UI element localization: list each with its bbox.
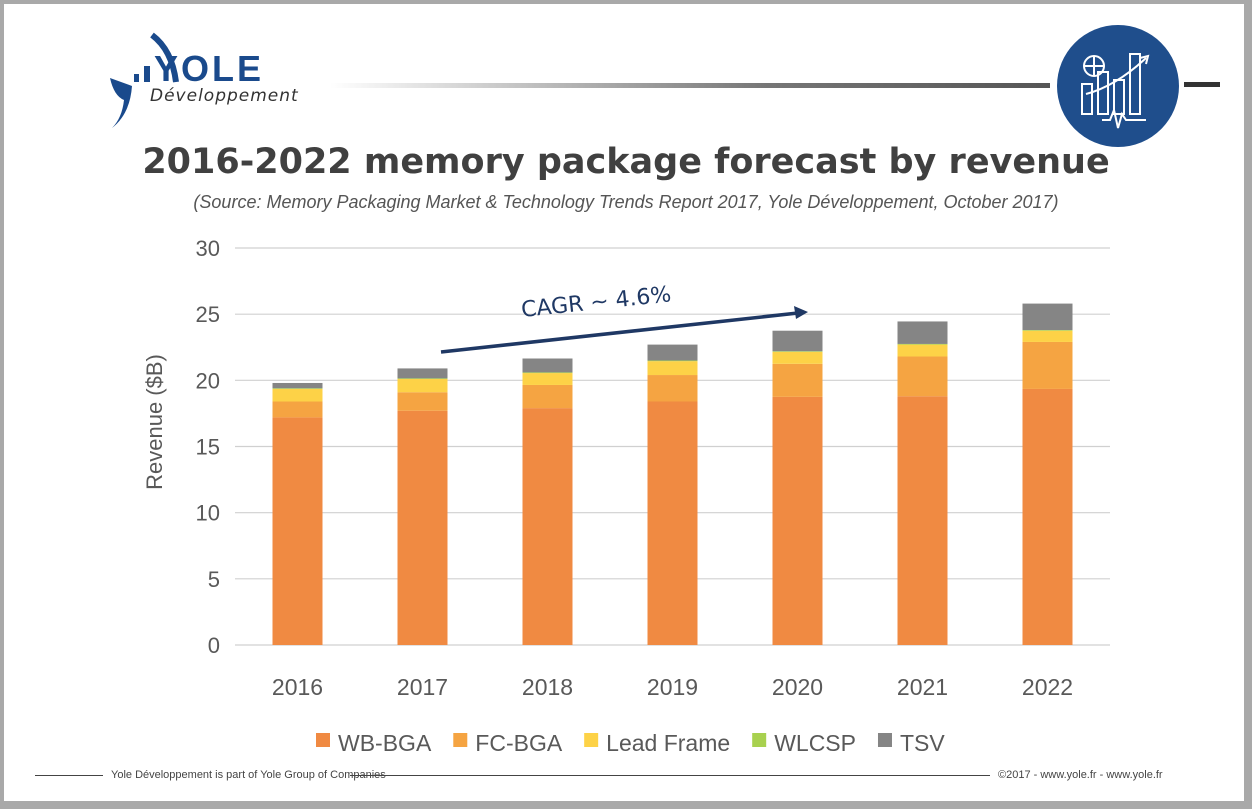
legend-swatch [752, 733, 767, 747]
legend-swatch [453, 733, 468, 747]
y-axis-label: Revenue ($B) [142, 354, 167, 490]
x-tick-label: 2019 [647, 674, 698, 700]
y-tick-label: 20 [196, 368, 220, 393]
bar-segment-lead-frame [647, 361, 698, 376]
x-tick-label: 2020 [772, 674, 823, 700]
legend-label: Lead Frame [606, 730, 730, 756]
cagr-annotation: CAGR ~ 4.6% [440, 282, 808, 354]
cagr-label: CAGR ~ 4.6% [520, 282, 672, 323]
bar-segment-wlcsp [772, 351, 823, 352]
footer-line-left [35, 775, 103, 776]
chart-subtitle: (Source: Memory Packaging Market & Techn… [193, 192, 1059, 212]
bar-segment-wlcsp [522, 372, 573, 374]
yole-logo [110, 32, 179, 128]
bar-segment-wlcsp [1022, 330, 1073, 331]
bar-segment-lead-frame [272, 388, 323, 402]
bar-segment-wb-bga [647, 401, 698, 645]
bar-segment-wb-bga [522, 408, 573, 645]
footer-left-text: Yole Développement is part of Yole Group… [111, 769, 386, 781]
bar-segment-tsv [1022, 303, 1073, 331]
x-tick-label: 2016 [272, 674, 323, 700]
chart-growth-icon [1057, 25, 1179, 147]
bar-segment-wb-bga [1022, 388, 1073, 645]
bar-segment-lead-frame [1022, 330, 1073, 342]
bar-segment-tsv [522, 358, 573, 373]
logo-subtext: Développement [150, 86, 299, 106]
bar-segment-wlcsp [397, 378, 448, 380]
x-tick-label: 2021 [897, 674, 948, 700]
bar-segment-wlcsp [897, 343, 948, 345]
logo-text: YOLE [154, 48, 265, 89]
x-tick-label: 2017 [397, 674, 448, 700]
bar-segment-fc-bga [397, 392, 448, 411]
bar-segment-tsv [647, 344, 698, 361]
y-tick-label: 15 [196, 435, 220, 460]
bar-segment-fc-bga [1022, 341, 1073, 389]
bar-segment-lead-frame [522, 373, 573, 385]
chart-title: 2016-2022 memory package forecast by rev… [142, 142, 1110, 182]
y-tick-label: 5 [208, 567, 220, 592]
bar-segment-tsv [397, 368, 448, 379]
bar-segment-tsv [272, 382, 323, 389]
bar-segment-lead-frame [897, 344, 948, 357]
legend-label: FC-BGA [475, 730, 563, 756]
y-tick-label: 0 [208, 633, 220, 658]
legend-swatch [877, 733, 892, 747]
legend-label: WLCSP [774, 730, 856, 756]
x-tick-label: 2018 [522, 674, 573, 700]
y-tick-label: 30 [196, 236, 220, 261]
legend-swatch [316, 733, 330, 747]
bar-segment-wlcsp [647, 360, 698, 362]
bar-segment-wb-bga [897, 396, 948, 645]
bar-segment-fc-bga [772, 363, 823, 397]
bar-segment-lead-frame [397, 379, 448, 393]
legend-swatch [584, 733, 599, 747]
header-divider [330, 83, 1050, 88]
x-tick-label: 2022 [1022, 674, 1073, 700]
bar-segment-wlcsp [272, 388, 323, 389]
bar-segment-tsv [897, 321, 948, 344]
legend-label: WB-BGA [338, 730, 432, 756]
legend-label: TSV [900, 730, 945, 756]
bar-segment-wb-bga [397, 410, 448, 645]
header-divider-end [1184, 82, 1220, 87]
bar-segment-fc-bga [272, 401, 323, 418]
footer-line-mid [350, 775, 990, 776]
footer-right-text: ©2017 - www.yole.fr - www.yole.fr [998, 769, 1163, 781]
bar-segment-fc-bga [897, 356, 948, 397]
bar-segment-fc-bga [522, 384, 573, 409]
bar-segment-fc-bga [647, 375, 698, 402]
y-tick-label: 10 [196, 501, 220, 526]
y-tick-label: 25 [196, 302, 220, 327]
bar-segment-tsv [772, 330, 823, 352]
bar-segment-wb-bga [272, 417, 323, 645]
bar-segment-lead-frame [772, 351, 823, 364]
bar-segment-wb-bga [772, 396, 823, 645]
